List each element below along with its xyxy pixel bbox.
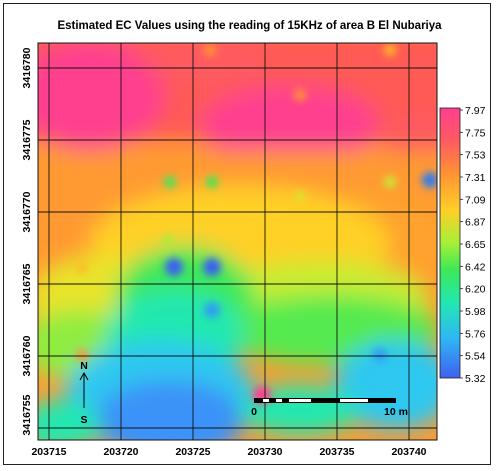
- legend-value-label: 6.20: [465, 284, 486, 296]
- legend-value-label: 6.65: [465, 239, 486, 251]
- legend-value-label: 6.42: [465, 261, 486, 273]
- south-label: S: [80, 414, 87, 426]
- ec-surface: [38, 43, 437, 440]
- scale-bar-end-label: 10 m: [384, 406, 408, 418]
- scale-bar-segment: [340, 399, 368, 402]
- scale-bar-segment: [263, 399, 269, 402]
- legend-value-label: 6.87: [465, 217, 486, 229]
- x-axis: 203715 203720 203725 203730 203735 20374…: [31, 446, 426, 458]
- y-tick-label: 3416760: [21, 335, 33, 376]
- legend-value-label: 7.09: [465, 194, 486, 206]
- scale-bar-body: [254, 398, 396, 403]
- color-legend: 7.97 7.75 7.53 7.31 7.09 6.87 6.65 6.42 6.20 5.98…: [439, 105, 486, 385]
- y-tick-label: 3416765: [21, 263, 33, 304]
- scale-bar: 0 10 m: [251, 398, 408, 418]
- legend-value-label: 7.53: [465, 150, 486, 162]
- x-tick-label: 203720: [103, 446, 138, 458]
- x-tick-label: 203730: [247, 446, 282, 458]
- x-tick-label: 203715: [31, 446, 66, 458]
- legend-value-label: 5.32: [465, 373, 486, 385]
- x-tick-label: 203735: [319, 446, 354, 458]
- map-border: [37, 42, 438, 441]
- legend-value-label: 5.98: [465, 306, 486, 318]
- y-tick-label: 3416755: [21, 394, 33, 435]
- coordinate-grid: [38, 43, 437, 440]
- north-arrow: N S: [79, 360, 89, 426]
- legend-value-label: 7.75: [465, 127, 486, 139]
- legend-value-label: 7.31: [465, 172, 486, 184]
- scale-bar-segment: [289, 399, 311, 402]
- y-tick-label: 3416770: [21, 191, 33, 232]
- legend-value-label: 7.97: [465, 105, 486, 117]
- y-tick-label: 3416775: [21, 119, 33, 160]
- north-arrow-head-icon: [79, 371, 89, 381]
- x-tick-label: 203725: [175, 446, 210, 458]
- map-title: Estimated EC Values using the reading of…: [57, 20, 442, 32]
- scale-bar-start-label: 0: [251, 406, 257, 418]
- legend-value-label: 5.76: [465, 328, 486, 340]
- legend-color-ramp: [439, 107, 461, 379]
- map-frame: [3, 3, 491, 465]
- north-label: N: [80, 360, 88, 372]
- y-axis: 3416780 3416775 3416770 3416765 3416760 …: [21, 47, 33, 435]
- legend-value-label: 5.54: [465, 351, 486, 363]
- y-tick-label: 3416780: [21, 47, 33, 88]
- scale-bar-segment: [276, 399, 282, 402]
- x-tick-label: 203740: [391, 446, 426, 458]
